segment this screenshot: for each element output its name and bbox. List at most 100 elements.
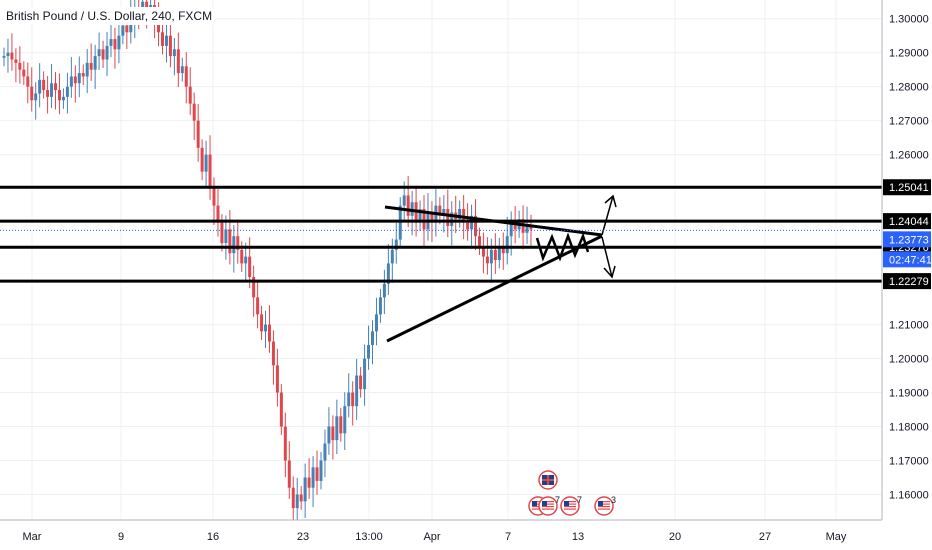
candle-body bbox=[394, 239, 398, 250]
us-flag-stripe bbox=[564, 506, 576, 508]
candle-body bbox=[267, 324, 271, 342]
candle-body bbox=[117, 35, 121, 50]
candle-body bbox=[224, 229, 228, 244]
us-flag-stripe bbox=[598, 508, 610, 510]
breakout-up-arrow[interactable] bbox=[601, 195, 614, 236]
price-tick-label: 1.17000 bbox=[889, 456, 929, 468]
candle-body bbox=[497, 246, 501, 260]
candle-body bbox=[505, 236, 509, 254]
candle-body bbox=[327, 426, 331, 444]
candle-body bbox=[501, 246, 505, 254]
time-tick-label: 7 bbox=[505, 531, 511, 543]
candle-body bbox=[402, 195, 406, 206]
candle-body bbox=[129, 18, 133, 33]
candle-body bbox=[54, 83, 58, 91]
breakout-down-arrow[interactable] bbox=[601, 236, 613, 278]
candle-body bbox=[493, 249, 497, 260]
candle-body bbox=[466, 222, 470, 230]
candle-body bbox=[196, 120, 200, 148]
countdown-label-bg bbox=[883, 251, 931, 268]
candle-body bbox=[89, 62, 93, 70]
candle-body bbox=[474, 215, 478, 237]
triangle-lower-line[interactable] bbox=[386, 234, 603, 343]
us-flag-stripe bbox=[532, 503, 544, 505]
candle-body bbox=[307, 477, 311, 488]
time-tick-label: 16 bbox=[207, 531, 219, 543]
candle-body bbox=[355, 375, 359, 407]
us-flag-stripe bbox=[564, 501, 576, 503]
candle-body bbox=[481, 246, 485, 257]
candle-body bbox=[422, 209, 426, 230]
candle-body bbox=[220, 222, 224, 244]
price-tick-label: 1.16000 bbox=[889, 490, 929, 502]
time-tick-label: 27 bbox=[759, 531, 771, 543]
price-tick-label: 1.30000 bbox=[889, 14, 929, 26]
us-flag-stripe bbox=[532, 508, 544, 510]
candle-body bbox=[14, 59, 18, 63]
candle-body bbox=[81, 73, 85, 77]
us-flag-canton bbox=[542, 501, 547, 506]
candle-body bbox=[160, 32, 164, 46]
candle-body bbox=[61, 96, 65, 101]
us-flag-stripe bbox=[532, 506, 544, 508]
candle-body bbox=[485, 256, 489, 264]
level-lines bbox=[0, 185, 882, 283]
price-tick-label: 1.28000 bbox=[889, 82, 929, 94]
breakout-down-arrowhead bbox=[603, 265, 616, 279]
candle-body bbox=[371, 331, 375, 345]
candle-body bbox=[30, 86, 34, 101]
candle-body bbox=[2, 56, 6, 58]
us-flag-stripe bbox=[564, 508, 576, 510]
price-tick-label: 1.29000 bbox=[889, 48, 929, 60]
candle-body bbox=[97, 49, 101, 57]
candle-body bbox=[303, 477, 307, 502]
us-flag-stripe bbox=[542, 506, 554, 508]
candle-body bbox=[335, 416, 339, 441]
candle-body bbox=[180, 66, 184, 74]
event-count: 3 bbox=[611, 495, 616, 505]
candle-body bbox=[442, 209, 446, 216]
candle-body bbox=[18, 62, 22, 70]
candle-body bbox=[212, 188, 216, 206]
candle-body bbox=[93, 56, 97, 70]
us-flag-stripe bbox=[564, 503, 576, 505]
us-flag-canton bbox=[598, 501, 603, 506]
time-tick-label: 13 bbox=[572, 531, 584, 543]
candle-body bbox=[299, 494, 303, 502]
breakout-up-arrowhead bbox=[604, 194, 617, 208]
candle-body bbox=[374, 314, 378, 332]
candle-body bbox=[184, 66, 188, 87]
candle-body bbox=[73, 76, 77, 84]
price-tick-label: 1.18000 bbox=[889, 422, 929, 434]
candle-body bbox=[77, 73, 81, 84]
candle-body bbox=[85, 62, 89, 77]
candle-body bbox=[6, 52, 10, 57]
time-tick-label: 13:00 bbox=[355, 531, 383, 543]
candle-body bbox=[188, 86, 192, 104]
candle-body bbox=[260, 314, 264, 332]
candle-body bbox=[256, 297, 260, 315]
candle-body bbox=[38, 79, 42, 94]
candle-body bbox=[271, 341, 275, 366]
candle-body bbox=[172, 49, 176, 57]
candle-body bbox=[168, 35, 172, 57]
us-flag-stripe bbox=[598, 501, 610, 503]
us-flag-canton bbox=[532, 501, 537, 506]
candle-body bbox=[65, 86, 69, 97]
candle-body bbox=[101, 49, 105, 60]
time-tick-label: Apr bbox=[423, 531, 440, 543]
us-flag-stripe bbox=[598, 506, 610, 508]
grid bbox=[0, 0, 882, 520]
price-tick-label: 1.20000 bbox=[889, 354, 929, 366]
us-flag-canton bbox=[564, 501, 569, 506]
candle-body bbox=[347, 392, 351, 407]
candle-body bbox=[157, 18, 161, 33]
candle-body bbox=[252, 276, 256, 298]
candle-body bbox=[236, 236, 240, 250]
candle-body bbox=[232, 236, 236, 254]
time-tick-label: Mar bbox=[23, 531, 42, 543]
event-count: 7 bbox=[555, 495, 560, 505]
price-tick-label: 1.19000 bbox=[889, 388, 929, 400]
